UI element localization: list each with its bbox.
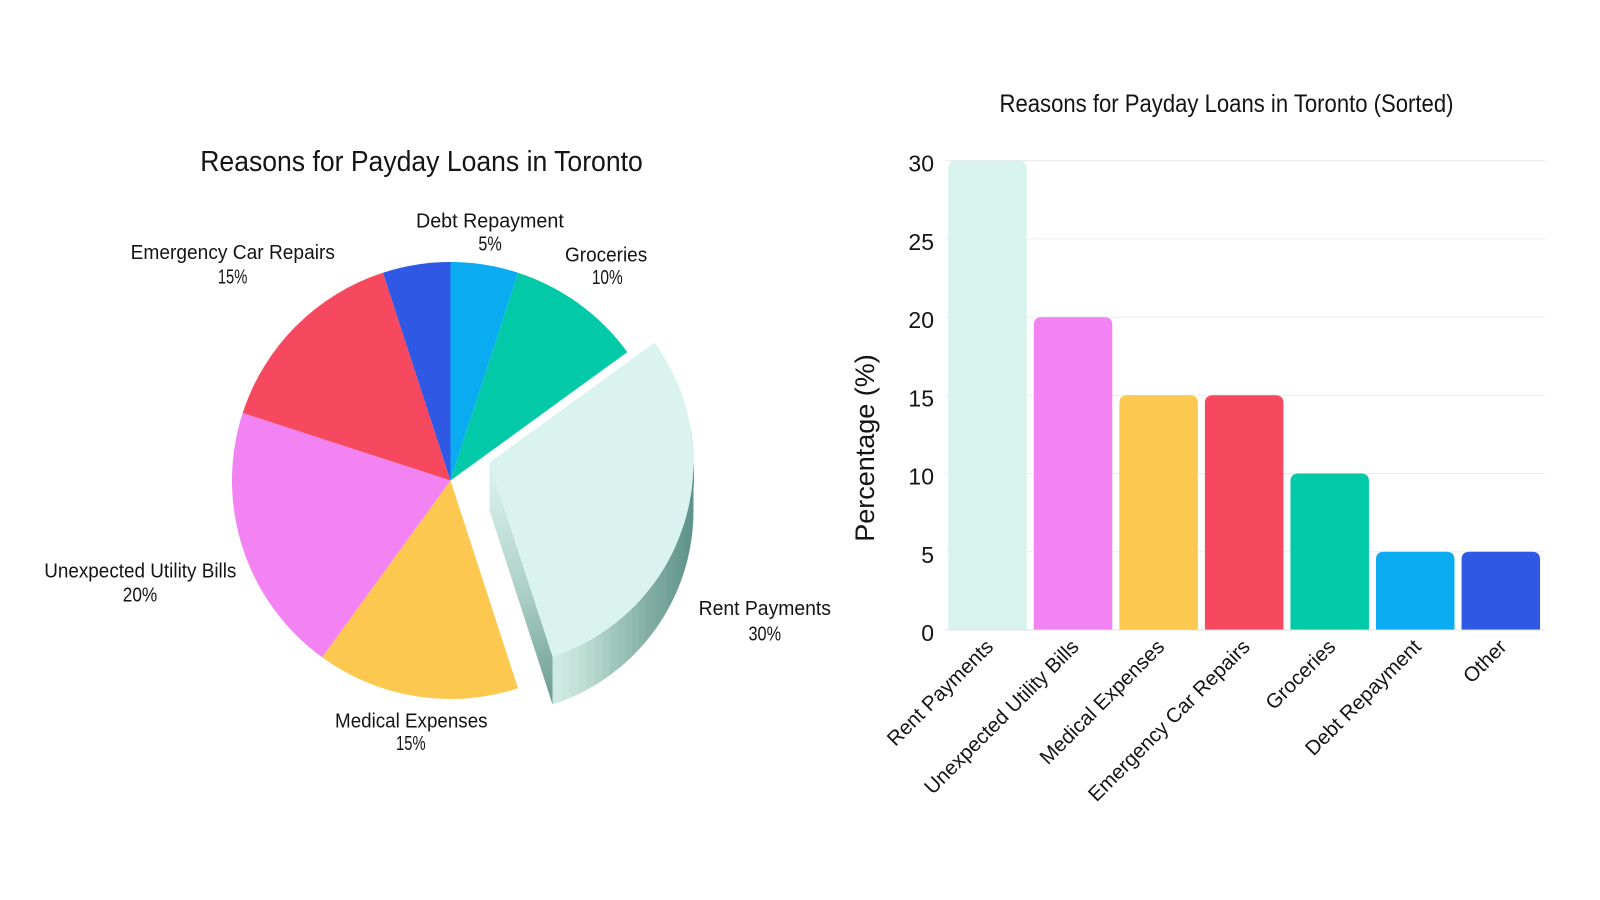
svg-text:Percentage (%): Percentage (%)	[850, 354, 880, 542]
svg-text:0: 0	[921, 620, 934, 646]
svg-text:10%: 10%	[592, 267, 623, 289]
svg-text:Medical Expenses: Medical Expenses	[335, 710, 488, 732]
svg-text:15%: 15%	[218, 266, 248, 288]
svg-text:30: 30	[908, 151, 934, 177]
svg-text:15: 15	[908, 385, 934, 411]
svg-text:Rent Payments: Rent Payments	[699, 598, 831, 620]
svg-text:5: 5	[921, 542, 934, 568]
svg-text:Unexpected Utility Bills: Unexpected Utility Bills	[44, 560, 236, 582]
svg-text:Reasons for Payday Loans in To: Reasons for Payday Loans in Toronto	[200, 146, 643, 178]
svg-text:Reasons for Payday Loans in To: Reasons for Payday Loans in Toronto (Sor…	[1000, 90, 1454, 118]
svg-text:Groceries: Groceries	[565, 244, 647, 266]
svg-text:Emergency Car Repairs: Emergency Car Repairs	[131, 242, 335, 264]
svg-text:30%: 30%	[749, 623, 782, 645]
svg-text:20%: 20%	[123, 585, 158, 607]
svg-text:15%: 15%	[396, 733, 426, 755]
svg-text:10: 10	[908, 464, 934, 490]
svg-text:20: 20	[908, 307, 934, 333]
svg-text:5%: 5%	[478, 234, 502, 256]
svg-text:Debt Repayment: Debt Repayment	[416, 211, 564, 233]
svg-text:25: 25	[908, 229, 934, 255]
